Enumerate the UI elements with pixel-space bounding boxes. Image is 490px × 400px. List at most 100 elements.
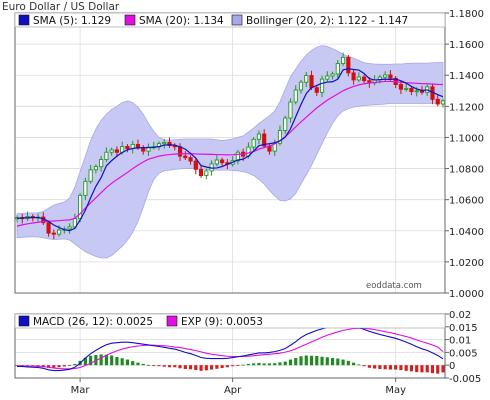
candle-body	[351, 72, 356, 81]
candle-body	[235, 151, 240, 162]
candle-body	[340, 56, 346, 65]
macd-histogram-bar	[73, 363, 77, 366]
macd-y-axis: 0.02 0.015 0.010.005 0 -0.005	[445, 310, 481, 385]
macd-histogram-bar	[199, 365, 203, 371]
candle	[46, 220, 51, 237]
macd-y-tick-label: 0	[449, 361, 455, 372]
candle	[251, 136, 256, 151]
x-axis: Mar Apr May	[71, 378, 406, 396]
candle	[298, 79, 304, 94]
candle	[288, 98, 293, 123]
y-tick-label: 1.1000	[449, 133, 484, 144]
candle-body	[125, 146, 130, 150]
macd-histogram-bar	[194, 365, 198, 371]
candle-body	[214, 159, 219, 165]
y-tick-label: 1.0600	[449, 196, 484, 207]
macd-histogram-bar	[252, 363, 256, 366]
candle	[204, 168, 209, 180]
y-tick-label: 1.0200	[449, 258, 484, 269]
candle	[51, 229, 56, 240]
macd-histogram-bar	[36, 365, 40, 367]
candle-body	[51, 232, 56, 235]
macd-histogram-bar	[436, 365, 440, 374]
macd-histogram-bar	[409, 365, 414, 372]
macd-histogram-bar	[404, 365, 408, 371]
candle	[362, 74, 367, 85]
candle-body	[277, 129, 283, 144]
y-tick-label: 1.0800	[449, 165, 484, 176]
legend-sma5-label: SMA (5): 1.129	[33, 15, 111, 27]
macd-histogram-bar	[336, 358, 340, 366]
candle	[235, 149, 240, 165]
legend-exp-swatch	[166, 315, 178, 327]
macd-histogram-bar	[367, 365, 371, 368]
candle	[214, 155, 219, 167]
macd-histogram-bar	[325, 357, 329, 366]
candle	[67, 223, 72, 234]
candle	[330, 71, 335, 80]
macd-histogram-bar	[373, 365, 377, 369]
y-tick-label: 1.1200	[449, 102, 484, 113]
macd-histogram-bar	[346, 360, 350, 366]
x-tick-label: Mar	[71, 385, 91, 396]
macd-histogram-bar	[352, 362, 356, 366]
macd-histogram-bar	[167, 365, 172, 368]
macd-histogram-bar	[152, 365, 156, 366]
exp-signal-line	[17, 327, 444, 370]
candle-body	[167, 141, 172, 146]
legend-macd-label: MACD (26, 12): 0.0025	[33, 316, 153, 328]
macd-histogram-bar	[278, 362, 282, 366]
candle	[356, 72, 361, 83]
legend-macd: MACD (26, 12): 0.0025	[18, 315, 153, 328]
candle	[404, 83, 409, 92]
candle-body	[314, 87, 319, 93]
macd-histogram-bar	[288, 359, 293, 366]
candle-body	[304, 75, 309, 83]
candle	[435, 94, 440, 107]
candle-body	[67, 226, 72, 230]
macd-histogram-bar	[357, 364, 361, 366]
macd-histogram-bar	[225, 365, 229, 368]
candle-body	[398, 84, 404, 90]
macd-histogram-bar	[283, 361, 287, 366]
candle	[256, 130, 262, 145]
legend-bollinger-swatch	[231, 14, 243, 26]
candle	[388, 70, 393, 81]
macd-histogram-bar	[25, 365, 30, 366]
macd-histogram-bar	[173, 365, 177, 368]
legend-sma20-label: SMA (20): 1.134	[139, 15, 224, 27]
candle-body	[83, 180, 88, 196]
macd-histogram-bar	[41, 365, 45, 367]
macd-histogram-bar	[146, 364, 151, 366]
candle	[93, 164, 98, 174]
candle	[183, 151, 188, 160]
macd-histogram-bar	[425, 365, 429, 373]
legend-exp: EXP (9): 0.0053	[166, 315, 263, 328]
candle	[220, 157, 225, 167]
x-tick-label: May	[385, 385, 406, 396]
macd-histogram-bar	[183, 365, 187, 370]
macd-histogram-bar	[362, 365, 366, 367]
candle	[104, 147, 109, 162]
candle-body	[204, 170, 209, 177]
macd-histogram-bar	[341, 359, 345, 366]
macd-histogram-bar	[294, 358, 298, 366]
candle	[83, 177, 88, 201]
macd-histogram-bar	[441, 365, 445, 373]
candle-body	[46, 222, 51, 234]
macd-y-tick-label: 0.02	[449, 310, 471, 321]
candle	[109, 147, 114, 156]
macd-histogram-bar	[241, 364, 245, 366]
macd-histogram-bar	[399, 365, 403, 371]
candle-body	[183, 155, 188, 159]
y-tick-label: 1.1400	[449, 71, 484, 82]
macd-y-tick-label: 0.01	[449, 336, 471, 347]
candle-body	[162, 141, 167, 145]
macd-histogram-bar	[115, 357, 119, 366]
macd-histogram-bar	[52, 365, 56, 368]
macd-histogram-bar	[125, 359, 130, 366]
candle-body	[283, 117, 288, 131]
macd-histogram-bar	[210, 365, 214, 370]
candle	[351, 69, 356, 85]
